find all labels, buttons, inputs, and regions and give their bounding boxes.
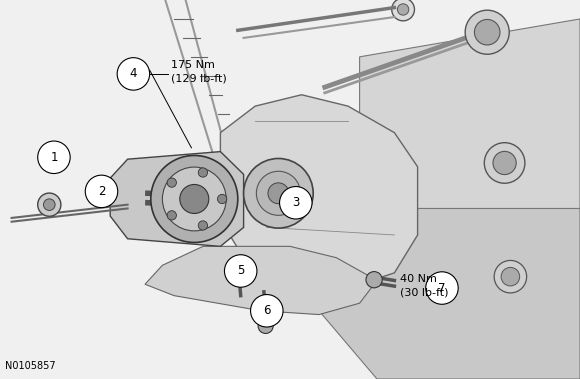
Circle shape (484, 143, 525, 183)
Circle shape (366, 272, 382, 288)
Circle shape (167, 211, 176, 220)
Circle shape (218, 194, 227, 204)
Circle shape (426, 272, 458, 304)
Circle shape (494, 260, 527, 293)
Circle shape (167, 178, 176, 187)
Circle shape (198, 168, 208, 177)
Circle shape (224, 255, 257, 287)
Circle shape (151, 155, 238, 243)
Circle shape (162, 167, 226, 231)
Circle shape (233, 257, 246, 270)
Circle shape (474, 19, 500, 45)
Text: 4: 4 (130, 67, 137, 80)
Polygon shape (319, 208, 580, 379)
Text: 3: 3 (292, 196, 299, 209)
Polygon shape (145, 246, 377, 315)
Circle shape (38, 193, 61, 216)
Text: 175 Nm
(129 lb-ft): 175 Nm (129 lb-ft) (171, 60, 227, 83)
Circle shape (268, 183, 289, 204)
Circle shape (251, 294, 283, 327)
Text: 6: 6 (263, 304, 270, 317)
Circle shape (397, 4, 409, 15)
Polygon shape (220, 95, 418, 288)
Circle shape (180, 185, 209, 213)
Circle shape (465, 10, 509, 54)
Circle shape (256, 171, 300, 215)
Circle shape (38, 141, 70, 174)
Polygon shape (360, 19, 580, 227)
Circle shape (198, 221, 208, 230)
Circle shape (44, 199, 55, 210)
Circle shape (244, 158, 313, 228)
Circle shape (117, 58, 150, 90)
Circle shape (280, 186, 312, 219)
Circle shape (85, 175, 118, 208)
Text: 7: 7 (438, 282, 445, 294)
Text: 2: 2 (98, 185, 105, 198)
Text: 1: 1 (50, 151, 57, 164)
Text: 5: 5 (237, 265, 244, 277)
Polygon shape (110, 152, 244, 246)
Circle shape (258, 318, 273, 334)
Circle shape (493, 151, 516, 175)
Circle shape (501, 268, 520, 286)
Text: N0105857: N0105857 (5, 361, 56, 371)
Circle shape (392, 0, 415, 21)
Text: 40 Nm
(30 lb-ft): 40 Nm (30 lb-ft) (400, 274, 449, 298)
